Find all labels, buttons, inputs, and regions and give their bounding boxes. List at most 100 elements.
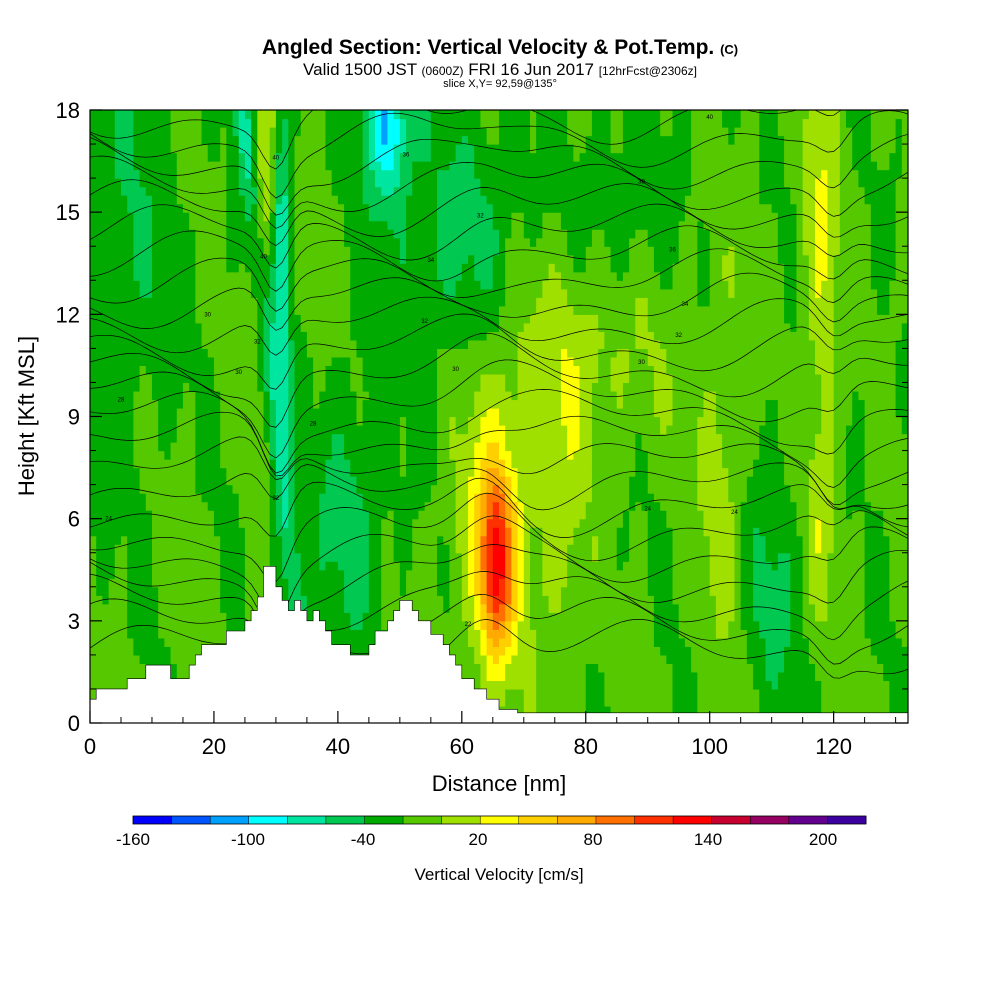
- velocity-cell: [350, 246, 358, 256]
- velocity-cell: [300, 331, 308, 341]
- velocity-cell: [275, 518, 283, 528]
- velocity-cell: [139, 399, 147, 409]
- velocity-cell: [393, 365, 401, 375]
- velocity-cell: [232, 442, 240, 452]
- velocity-cell: [232, 110, 240, 120]
- velocity-cell: [486, 356, 494, 367]
- velocity-cell: [226, 518, 234, 528]
- velocity-cell: [133, 433, 141, 443]
- velocity-cell: [368, 203, 376, 213]
- velocity-cell: [412, 297, 420, 307]
- velocity-cell: [189, 152, 196, 162]
- velocity-cell: [406, 212, 413, 222]
- velocity-cell: [158, 373, 165, 384]
- velocity-cell: [362, 637, 370, 647]
- velocity-cell: [387, 271, 395, 281]
- velocity-cell: [102, 433, 110, 443]
- velocity-cell: [145, 339, 153, 349]
- velocity-cell: [114, 569, 122, 579]
- velocity-cell: [337, 416, 345, 426]
- velocity-cell: [102, 544, 110, 554]
- velocity-cell: [232, 331, 240, 341]
- velocity-cell: [319, 212, 327, 222]
- velocity-cell: [325, 390, 333, 401]
- velocity-cell: [505, 382, 512, 392]
- velocity-cell: [238, 186, 246, 196]
- velocity-cell: [344, 476, 351, 486]
- velocity-cell: [220, 433, 227, 443]
- velocity-cell: [505, 425, 512, 435]
- velocity-cell: [288, 161, 296, 171]
- velocity-cell: [269, 561, 277, 571]
- velocity-cell: [108, 280, 116, 290]
- velocity-cell: [468, 569, 475, 579]
- velocity-cell: [96, 271, 103, 281]
- velocity-cell: [170, 220, 178, 230]
- velocity-cell: [220, 263, 227, 273]
- velocity-cell: [226, 356, 234, 367]
- velocity-cell: [108, 246, 116, 256]
- velocity-cell: [499, 365, 506, 375]
- velocity-cell: [505, 399, 512, 409]
- velocity-cell: [133, 425, 141, 435]
- velocity-cell: [455, 484, 463, 494]
- velocity-cell: [350, 322, 358, 332]
- velocity-cell: [486, 271, 494, 281]
- velocity-cell: [368, 459, 376, 469]
- velocity-cell: [387, 603, 395, 613]
- velocity-cell: [393, 195, 401, 205]
- velocity-cell: [455, 288, 463, 298]
- velocity-cell: [499, 203, 506, 213]
- velocity-cell: [127, 433, 134, 443]
- velocity-cell: [412, 314, 420, 324]
- velocity-cell: [114, 527, 122, 537]
- velocity-cell: [449, 169, 457, 179]
- velocity-cell: [337, 476, 345, 486]
- velocity-cell: [455, 595, 463, 605]
- velocity-cell: [381, 552, 389, 562]
- velocity-cell: [505, 373, 512, 384]
- velocity-cell: [412, 161, 420, 171]
- velocity-cell: [176, 186, 184, 196]
- velocity-cell: [505, 544, 512, 554]
- velocity-cell: [213, 501, 221, 511]
- velocity-cell: [145, 552, 153, 562]
- velocity-cell: [96, 484, 103, 494]
- velocity-cell: [275, 195, 283, 205]
- velocity-cell: [251, 135, 258, 145]
- velocity-cell: [344, 518, 351, 528]
- velocity-cell: [102, 620, 110, 630]
- velocity-cell: [381, 484, 389, 494]
- velocity-cell: [170, 663, 178, 673]
- velocity-cell: [325, 127, 333, 137]
- velocity-cell: [127, 144, 134, 154]
- velocity-cell: [195, 459, 203, 469]
- velocity-cell: [455, 237, 463, 247]
- velocity-cell: [468, 390, 475, 401]
- velocity-cell: [151, 612, 159, 622]
- velocity-cell: [189, 629, 196, 639]
- velocity-cell: [455, 195, 463, 205]
- velocity-cell: [139, 663, 147, 673]
- velocity-cell: [362, 356, 370, 367]
- velocity-cell: [244, 152, 252, 162]
- velocity-cell: [480, 382, 488, 392]
- velocity-cell: [331, 263, 339, 273]
- velocity-cell: [381, 416, 389, 426]
- velocity-cell: [449, 288, 457, 298]
- velocity-cell: [443, 110, 451, 120]
- velocity-cell: [220, 331, 227, 341]
- velocity-cell: [238, 195, 246, 205]
- velocity-cell: [127, 203, 134, 213]
- velocity-cell: [499, 144, 506, 154]
- velocity-cell: [120, 535, 128, 545]
- velocity-cell: [288, 186, 296, 196]
- velocity-cell: [430, 561, 438, 571]
- velocity-cell: [151, 271, 159, 281]
- velocity-cell: [437, 195, 444, 205]
- velocity-cell: [275, 356, 283, 367]
- velocity-cell: [220, 612, 227, 622]
- velocity-cell: [443, 127, 451, 137]
- velocity-cell: [313, 535, 320, 545]
- velocity-cell: [406, 220, 413, 230]
